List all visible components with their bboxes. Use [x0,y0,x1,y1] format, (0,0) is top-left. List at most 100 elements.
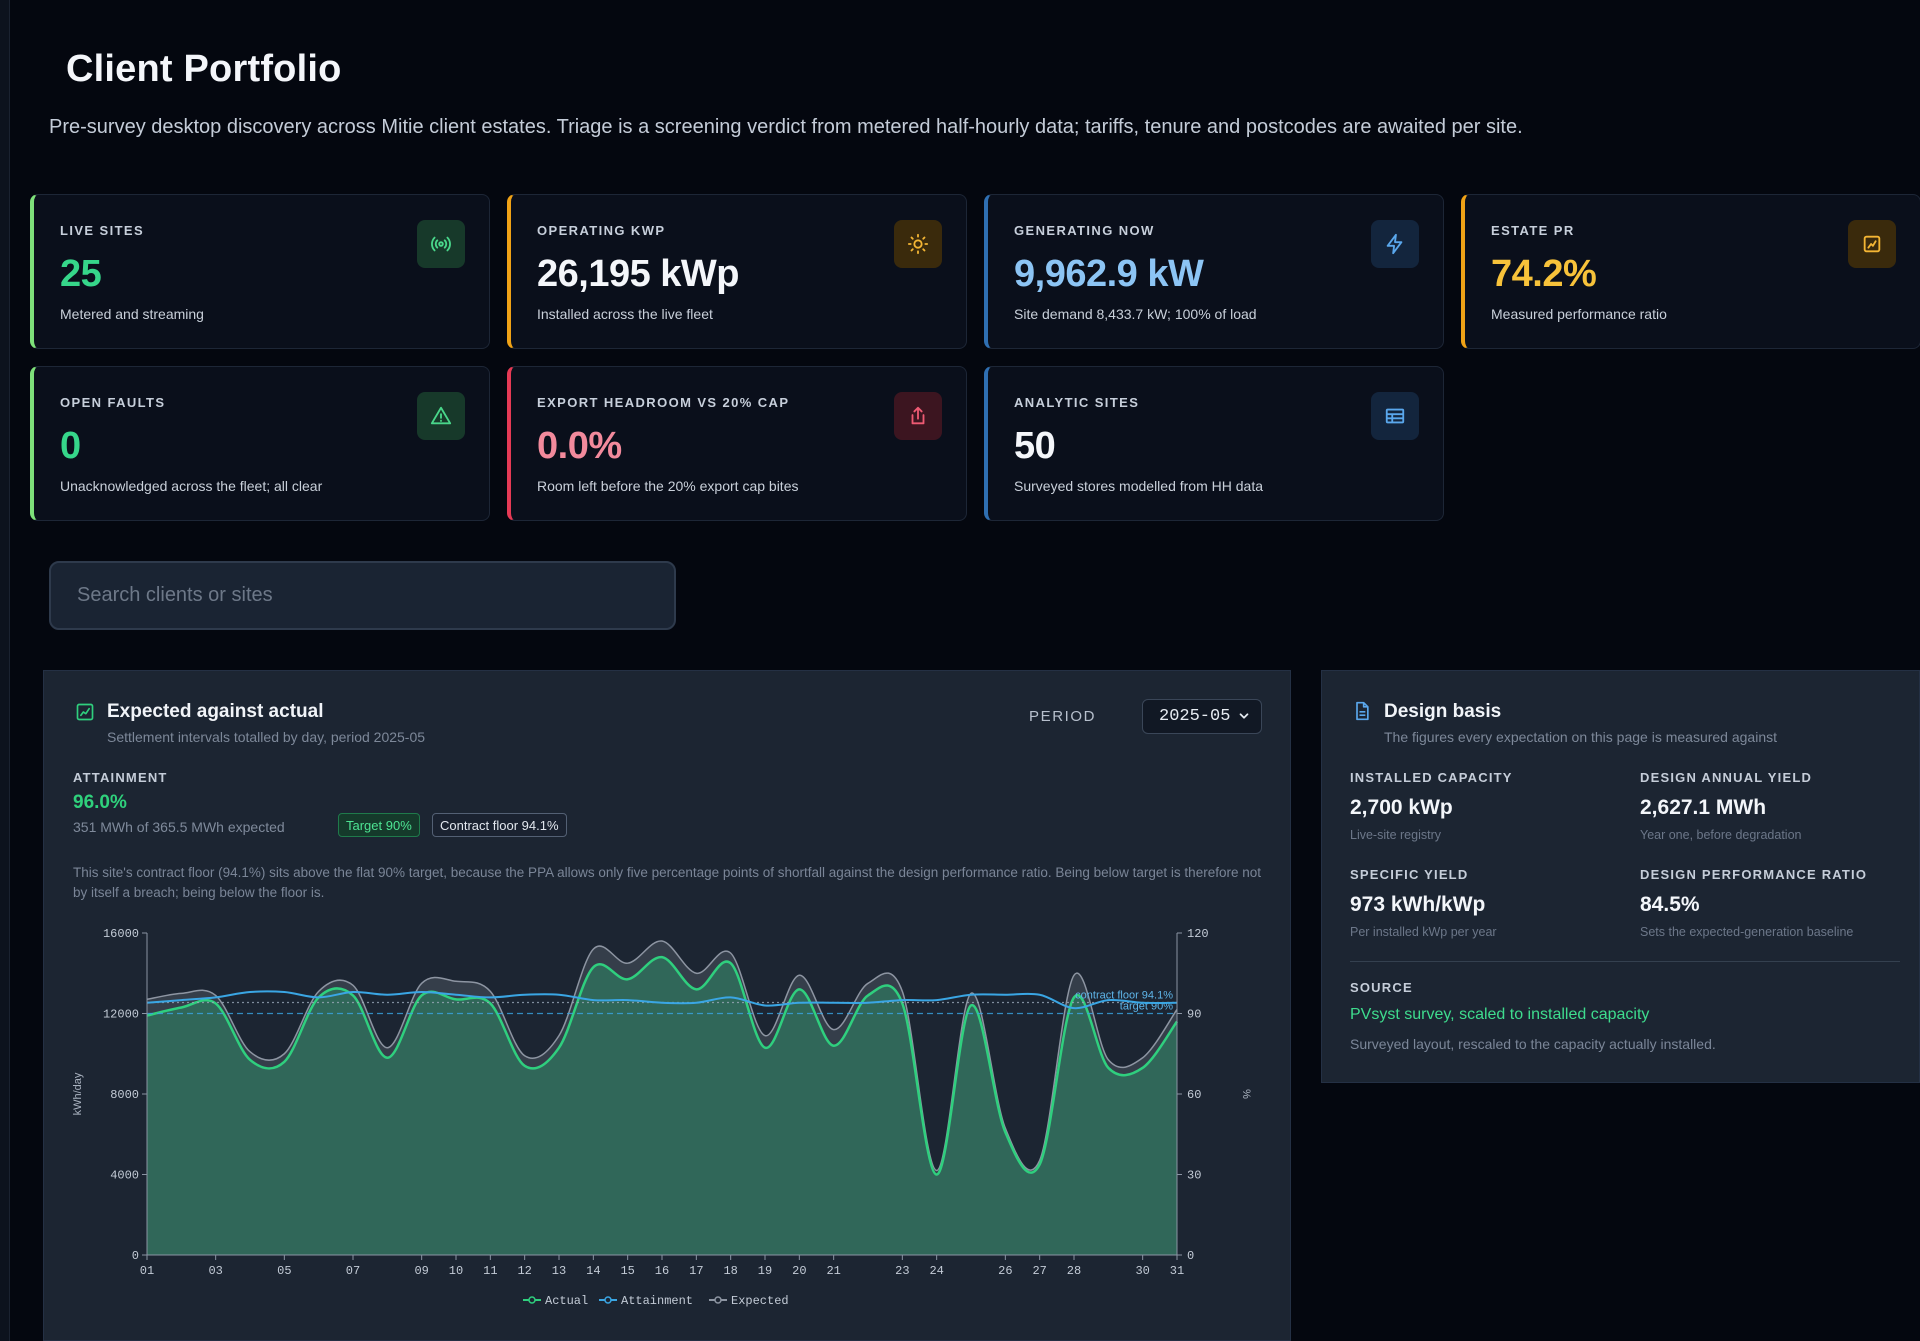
x-tick-label: 10 [449,1264,463,1278]
x-tick-label: 18 [723,1264,737,1278]
chart-note: This site's contract floor (94.1%) sits … [73,865,1261,900]
x-tick-label: 14 [586,1264,600,1278]
kpi-label: ESTATE PR [1491,223,1575,238]
kpi-caption: Unacknowledged across the fleet; all cle… [60,478,323,494]
kpi-estate-pr[interactable]: ESTATE PR 74.2% Measured performance rat… [1461,194,1920,349]
x-tick-label: 20 [792,1264,806,1278]
design-annual-yield-caption: Year one, before degradation [1640,828,1802,842]
x-tick-label: 21 [826,1264,840,1278]
x-tick-label: 16 [655,1264,669,1278]
kpi-value: 9,962.9 kW [1014,253,1204,295]
x-tick-label: 01 [140,1264,154,1278]
table-icon [1371,392,1419,440]
kpi-export-headroom[interactable]: EXPORT HEADROOM VS 20% CAP 0.0% Room lef… [507,366,967,521]
bolt-icon [1371,220,1419,268]
kpi-caption: Site demand 8,433.7 kW; 100% of load [1014,306,1257,322]
legend-label-expected: Expected [731,1294,789,1308]
installed-capacity-label: INSTALLED CAPACITY [1350,770,1513,785]
kpi-caption: Measured performance ratio [1491,306,1667,322]
page-title: Client Portfolio [66,48,342,90]
x-tick-label: 03 [208,1264,222,1278]
y2-tick-label: 0 [1187,1249,1194,1263]
installed-capacity-caption: Live-site registry [1350,828,1441,842]
kpi-operating-kwp[interactable]: OPERATING KWP 26,195 kWp Installed acros… [507,194,967,349]
attainment-line [146,990,1178,1010]
chevron-down-icon [1239,713,1249,719]
export-icon [894,392,942,440]
search-input[interactable] [49,561,676,630]
y2-tick-label: 30 [1187,1169,1201,1183]
y-tick-label: 4000 [110,1169,139,1183]
x-tick-label: 15 [620,1264,634,1278]
design-basis-panel [1321,670,1920,1083]
contract-floor-badge: Contract floor 94.1% [432,813,567,837]
design-panel-title: Design basis [1384,701,1502,722]
signal-icon [417,220,465,268]
period-value: 2025-05 [1159,707,1231,726]
design-annual-yield-value: 2,627.1 MWh [1640,796,1767,819]
chart-panel-subtitle: Settlement intervals totalled by day, pe… [107,729,426,745]
kpi-caption: Installed across the live fleet [537,306,713,322]
kpi-caption: Surveyed stores modelled from HH data [1014,478,1263,494]
kpi-value: 26,195 kWp [537,253,740,295]
actual-area [147,957,1177,1255]
design-annual-yield-label: DESIGN ANNUAL YIELD [1640,770,1813,785]
sun-icon [894,220,942,268]
x-tick-label: 30 [1135,1264,1149,1278]
kpi-label: GENERATING NOW [1014,223,1155,238]
design-panel-subtitle: The figures every expectation on this pa… [1384,729,1778,745]
source-description: Surveyed layout, rescaled to the capacit… [1350,1036,1716,1052]
installed-capacity-value: 2,700 kWp [1350,796,1453,819]
chart-panel-title: Expected against actual [107,701,324,722]
kpi-caption: Room left before the 20% export cap bite… [537,478,799,494]
period-label: PERIOD [1029,708,1097,725]
chart-box-icon [1848,220,1896,268]
attainment-value: 96.0% [73,792,127,813]
legend-marker-attainment [604,1296,612,1304]
x-tick-label: 12 [517,1264,531,1278]
source-link[interactable]: PVsyst survey, scaled to installed capac… [1350,1006,1650,1023]
y-tick-label: 8000 [110,1088,139,1102]
y2-tick-label: 60 [1187,1088,1201,1102]
x-tick-label: 31 [1170,1264,1184,1278]
kpi-open-faults[interactable]: OPEN FAULTS 0 Unacknowledged across the … [30,366,490,521]
source-label: SOURCE [1350,980,1413,995]
x-tick-label: 11 [483,1264,497,1278]
legend-marker-expected [714,1296,722,1304]
kpi-label: OPERATING KWP [537,223,666,238]
reference-label-0: contract floor 94.1% [1075,989,1173,1001]
legend-label-attainment: Attainment [621,1294,693,1308]
kpi-label: ANALYTIC SITES [1014,395,1140,410]
y-tick-label: 0 [132,1249,139,1263]
attainment-detail: 351 MWh of 365.5 MWh expected [73,819,285,835]
kpi-label: OPEN FAULTS [60,395,166,410]
kpi-generating-now[interactable]: GENERATING NOW 9,962.9 kW Site demand 8,… [984,194,1444,349]
y-axis-label: kWh/day [72,1072,84,1115]
expected-vs-actual-chart: contract floor 94.1%target 90%0400080001… [72,927,1252,1308]
divider [1350,961,1900,962]
kpi-analytic-sites[interactable]: ANALYTIC SITES 50 Surveyed stores modell… [984,366,1444,521]
y2-tick-label: 90 [1187,1008,1201,1022]
specific-yield-value: 973 kWh/kWp [1350,893,1486,916]
x-tick-label: 13 [552,1264,566,1278]
kpi-label: EXPORT HEADROOM VS 20% CAP [537,395,790,410]
kpi-value: 25 [60,253,102,295]
x-tick-label: 28 [1067,1264,1081,1278]
x-tick-label: 17 [689,1264,703,1278]
left-rail [0,0,10,1341]
x-tick-label: 19 [758,1264,772,1278]
document-icon [1356,701,1369,721]
period-select[interactable]: 2025-05 [1142,699,1262,734]
y2-tick-label: 120 [1187,927,1209,941]
page-subtitle: Pre-survey desktop discovery across Miti… [49,116,1523,138]
kpi-value: 74.2% [1491,253,1597,295]
x-tick-label: 26 [998,1264,1012,1278]
kpi-label: LIVE SITES [60,223,145,238]
chart-icon [76,703,94,721]
x-tick-label: 24 [929,1264,943,1278]
kpi-value: 0.0% [537,425,622,467]
kpi-live-sites[interactable]: LIVE SITES 25 Metered and streaming [30,194,490,349]
design-performance-ratio-value: 84.5% [1640,893,1700,916]
x-tick-label: 05 [277,1264,291,1278]
y-tick-label: 16000 [103,927,139,941]
